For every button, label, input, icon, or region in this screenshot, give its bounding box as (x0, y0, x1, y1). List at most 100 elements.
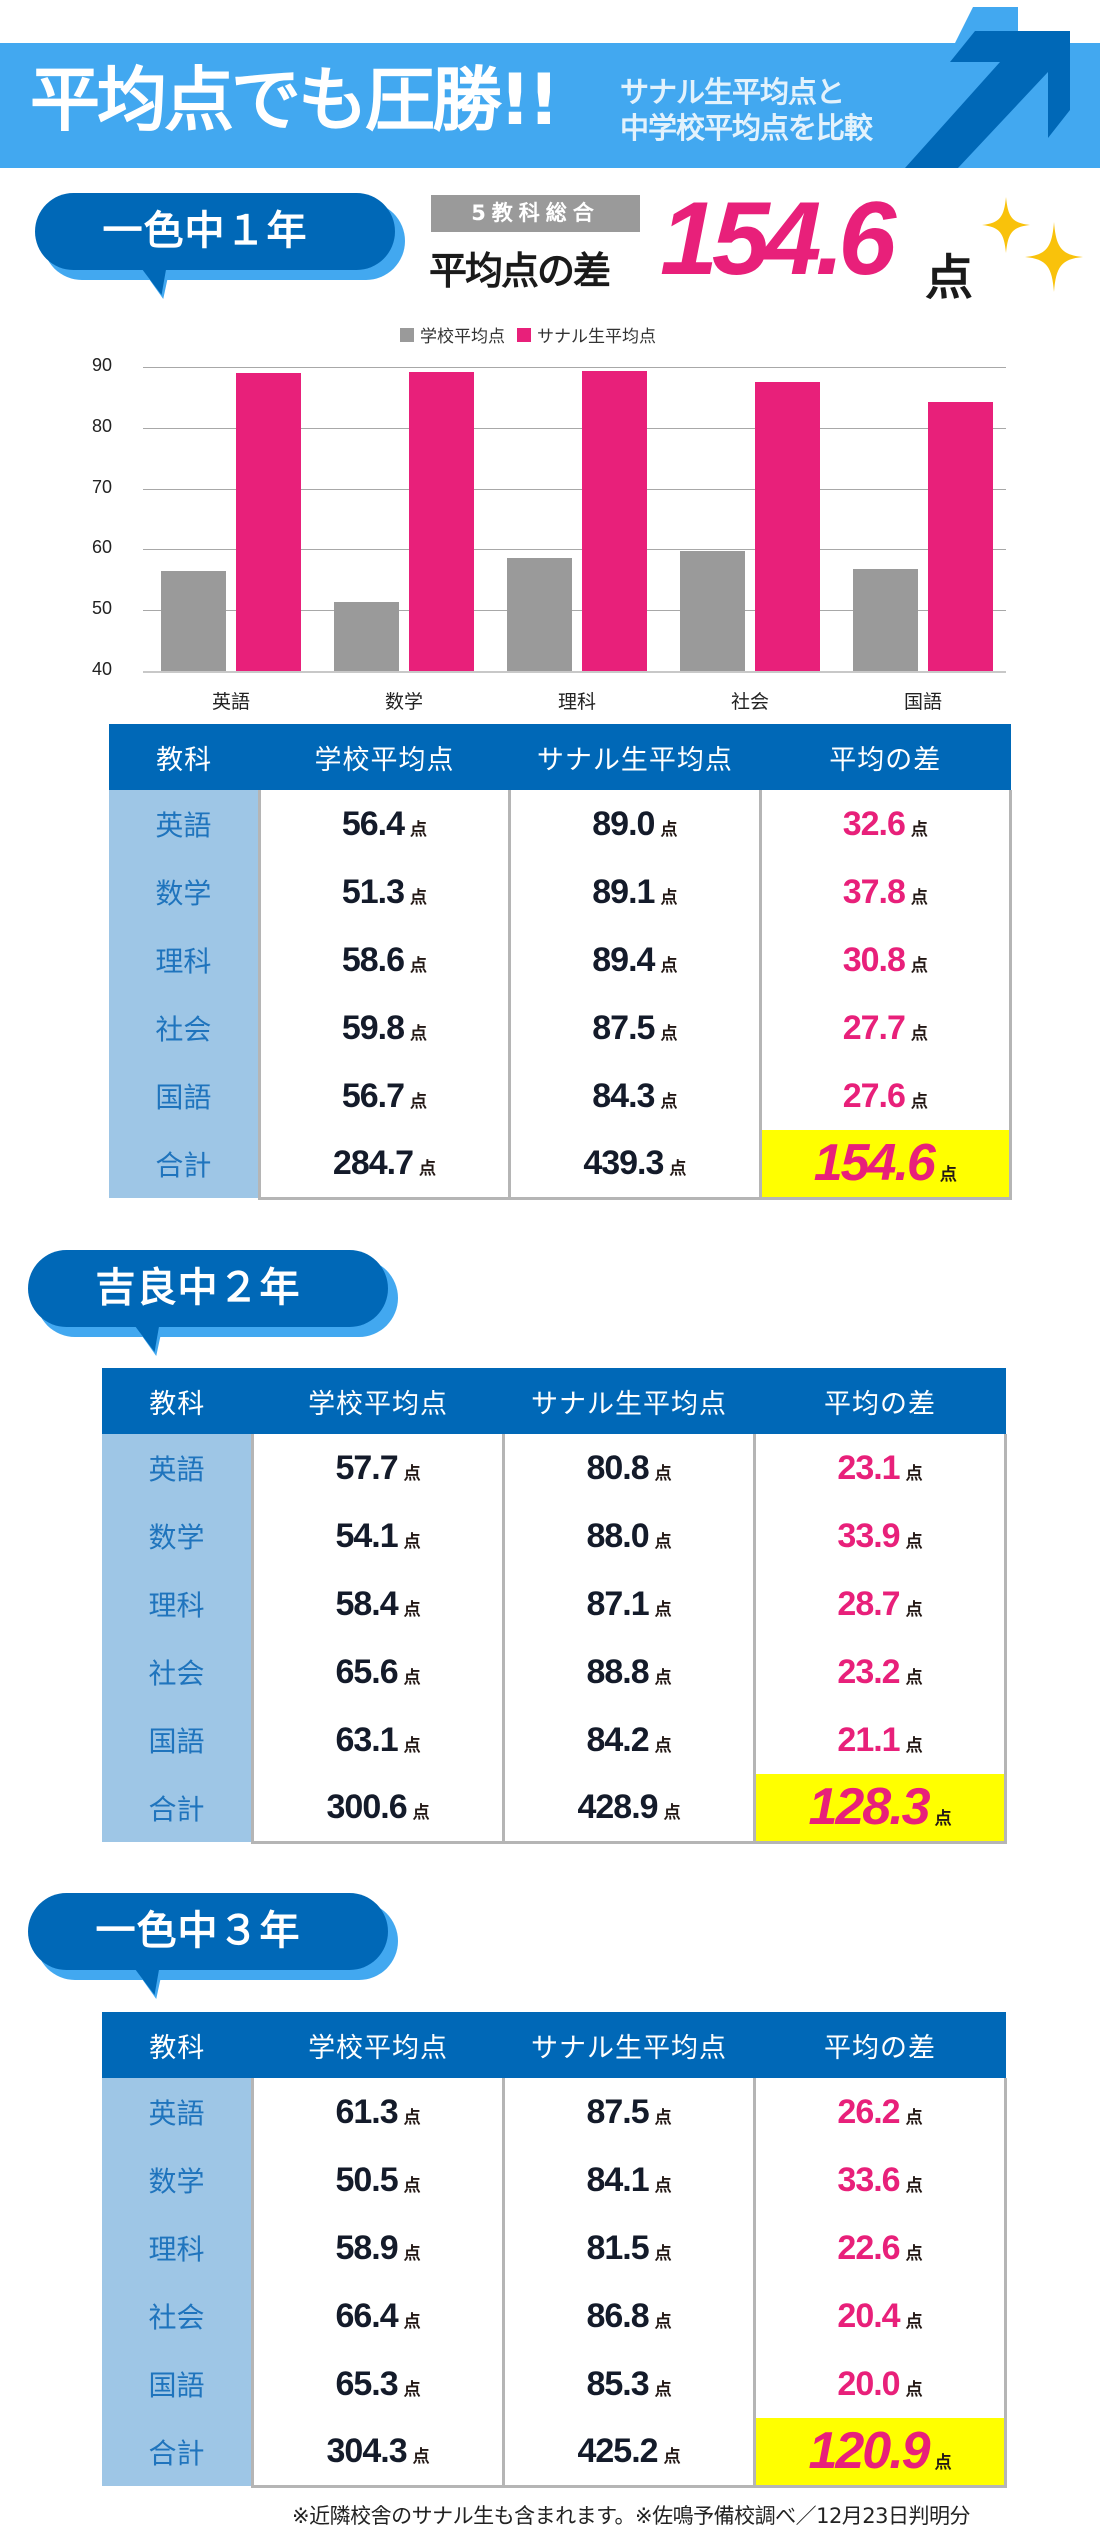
column-header: 学校平均点 (259, 724, 510, 790)
subject-cell: 社会 (102, 1638, 253, 1706)
score-table-3: 教科 学校平均点 サナル生平均点 平均の差 英語 61.3 点 87.5 点 26.2 点数学 50.… (102, 2012, 1007, 2488)
banner-title: 平均点でも圧勝!! (30, 59, 560, 141)
school-average-cell: 66.4 点 (251, 2282, 504, 2350)
y-axis-tick: 60 (92, 537, 113, 558)
column-header: 平均の差 (760, 724, 1011, 790)
sparkle-large-icon (1025, 222, 1083, 292)
score-table-2: 教科 学校平均点 サナル生平均点 平均の差 英語 57.7 点 80.8 点 23.1 点数学 54.… (102, 1368, 1007, 1844)
subject-cell: 英語 (102, 1434, 253, 1502)
x-axis-label: 社会 (730, 691, 769, 713)
difference-cell: 21.1 点 (753, 1706, 1007, 1774)
total-difference-cell: 154.6 点 (758, 1130, 1013, 1200)
school-average-cell: 65.6 点 (251, 1638, 504, 1706)
subject-cell: 英語 (102, 2078, 253, 2146)
summary-tag: 5教科総合 (431, 195, 640, 232)
total-difference-cell: 128.3 点 (753, 1774, 1007, 1844)
column-header: 平均の差 (754, 2012, 1006, 2078)
school-average-cell: 58.6 点 (257, 926, 510, 994)
sanaru-average-cell: 89.4 点 (508, 926, 761, 994)
sanaru-average-cell: 439.3 点 (508, 1130, 761, 1200)
bar-school (853, 569, 918, 671)
section-bubble-1: 一色中１年 (35, 193, 405, 299)
subject-cell: 理科 (102, 2214, 253, 2282)
subject-cell: 社会 (109, 994, 260, 1062)
subject-cell: 理科 (102, 1570, 253, 1638)
table-row: 英語 57.7 点 80.8 点 23.1 点 (102, 1434, 1007, 1502)
bar-school (680, 550, 745, 671)
table-header-row: 教科 学校平均点 サナル生平均点 平均の差 (102, 2012, 1006, 2078)
footnote: ※近隣校舎のサナル生も含まれます。※佐鳴予備校調べ／12月23日判明分 (292, 2504, 971, 2528)
gridline (143, 671, 1006, 673)
difference-cell: 37.8 点 (758, 858, 1013, 926)
school-average-cell: 51.3 点 (257, 858, 510, 926)
school-average-cell: 54.1 点 (251, 1502, 504, 1570)
sanaru-average-cell: 80.8 点 (502, 1434, 755, 1502)
table-row: 英語 61.3 点 87.5 点 26.2 点 (102, 2078, 1007, 2146)
sanaru-average-cell: 84.1 点 (502, 2146, 755, 2214)
table-row: 国語 63.1 点 84.2 点 21.1 点 (102, 1706, 1007, 1774)
difference-cell: 23.2 点 (753, 1638, 1007, 1706)
sanaru-average-cell: 88.8 点 (502, 1638, 755, 1706)
section-title: 吉良中２年 (95, 1265, 301, 1311)
school-average-cell: 300.6 点 (251, 1774, 504, 1844)
difference-cell: 27.7 点 (758, 994, 1013, 1062)
difference-cell: 26.2 点 (753, 2078, 1007, 2146)
banner-subtitle: サナル生平均点と 中学校平均点を比較 (620, 74, 873, 146)
table-total-row: 合計 300.6 点 428.9 点 128.3 点 (102, 1774, 1007, 1844)
bar-school (507, 557, 572, 671)
total-difference-cell: 120.9 点 (753, 2418, 1007, 2488)
column-header: 学校平均点 (252, 1368, 504, 1434)
upward-arrow-icon (905, 7, 1070, 168)
school-average-cell: 58.4 点 (251, 1570, 504, 1638)
school-average-cell: 50.5 点 (251, 2146, 504, 2214)
table-total-row: 合計 284.7 点 439.3 点 154.6 点 (109, 1130, 1013, 1200)
table-row: 数学 54.1 点 88.0 点 33.9 点 (102, 1502, 1007, 1570)
section-title: 一色中１年 (102, 208, 308, 254)
school-average-cell: 59.8 点 (257, 994, 510, 1062)
table-row: 理科 58.9 点 81.5 点 22.6 点 (102, 2214, 1007, 2282)
difference-cell: 20.4 点 (753, 2282, 1007, 2350)
x-axis-label: 英語 (211, 691, 250, 713)
summary-unit: 点 (925, 250, 974, 306)
school-average-cell: 56.4 点 (257, 790, 510, 858)
gridline (143, 367, 1006, 368)
column-header: 教科 (109, 724, 260, 790)
difference-cell: 32.6 点 (758, 790, 1013, 858)
column-header: 教科 (102, 2012, 253, 2078)
school-average-cell: 58.9 点 (251, 2214, 504, 2282)
school-average-cell: 284.7 点 (257, 1130, 510, 1200)
subject-cell: 英語 (109, 790, 260, 858)
table-row: 理科 58.6 点 89.4 点 30.8 点 (109, 926, 1013, 994)
sanaru-average-cell: 87.5 点 (502, 2078, 755, 2146)
sanaru-average-cell: 85.3 点 (502, 2350, 755, 2418)
legend-item-sanaru: サナル生平均点 (517, 322, 656, 347)
sanaru-average-cell: 89.0 点 (508, 790, 761, 858)
x-axis-label: 理科 (557, 691, 596, 713)
table-row: 数学 51.3 点 89.1 点 37.8 点 (109, 858, 1013, 926)
bar-school (161, 571, 226, 671)
bar-sanaru (236, 373, 301, 671)
school-average-cell: 65.3 点 (251, 2350, 504, 2418)
column-header: サナル生平均点 (509, 724, 761, 790)
difference-cell: 22.6 点 (753, 2214, 1007, 2282)
table-row: 英語 56.4 点 89.0 点 32.6 点 (109, 790, 1013, 858)
sanaru-average-cell: 88.0 点 (502, 1502, 755, 1570)
section-bubble-3: 一色中３年 (28, 1893, 398, 1999)
bar-sanaru (755, 382, 820, 671)
bar-school (334, 602, 399, 671)
column-header: 平均の差 (754, 1368, 1006, 1434)
bar-sanaru (409, 372, 474, 671)
gridline (143, 427, 1006, 429)
subject-cell: 国語 (102, 2350, 253, 2418)
table-header-row: 教科 学校平均点 サナル生平均点 平均の差 (109, 724, 1011, 790)
subject-cell: 理科 (109, 926, 260, 994)
difference-cell: 30.8 点 (758, 926, 1013, 994)
gridline (143, 488, 1006, 490)
column-header: 教科 (102, 1368, 253, 1434)
subject-cell: 合計 (109, 1130, 260, 1198)
subject-cell: 合計 (102, 2418, 253, 2486)
difference-cell: 33.6 点 (753, 2146, 1007, 2214)
table-row: 国語 65.3 点 85.3 点 20.0 点 (102, 2350, 1007, 2418)
table-row: 理科 58.4 点 87.1 点 28.7 点 (102, 1570, 1007, 1638)
summary-value: 154.6 (660, 181, 896, 297)
